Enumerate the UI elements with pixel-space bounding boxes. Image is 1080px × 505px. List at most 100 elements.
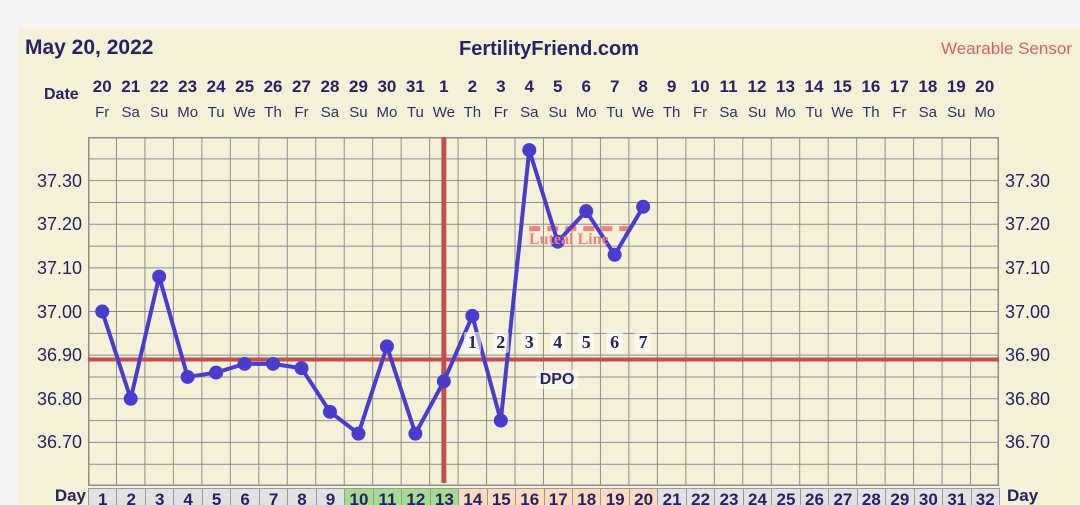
day-cell[interactable]: 10 bbox=[344, 488, 374, 505]
weekday-cell: Fr bbox=[294, 104, 309, 121]
y-tick-right: 37.30 bbox=[1005, 170, 1051, 191]
day-cell[interactable]: 31 bbox=[942, 488, 972, 505]
day-cell[interactable]: 18 bbox=[571, 488, 602, 505]
temp-point[interactable] bbox=[351, 426, 366, 441]
weekday-cell: Th bbox=[463, 104, 482, 121]
temp-point[interactable] bbox=[152, 269, 167, 284]
date-cell: 19 bbox=[946, 77, 966, 96]
date-cell: 1 bbox=[439, 77, 449, 96]
date-cell: 26 bbox=[263, 77, 283, 96]
date-cell: 28 bbox=[320, 77, 340, 96]
day-cell[interactable]: 30 bbox=[913, 488, 944, 505]
day-cell[interactable]: 25 bbox=[771, 488, 801, 505]
day-cell[interactable]: 32 bbox=[970, 488, 1000, 505]
temp-point[interactable] bbox=[579, 204, 594, 219]
date-cell: 23 bbox=[178, 77, 198, 96]
day-cell[interactable]: 12 bbox=[401, 488, 431, 505]
y-tick-right: 36.90 bbox=[1005, 345, 1051, 366]
day-cell[interactable]: 11 bbox=[372, 488, 403, 505]
weekday-cell: Su bbox=[149, 104, 169, 121]
temp-point[interactable] bbox=[550, 234, 565, 249]
date-cell: 30 bbox=[377, 77, 397, 96]
day-cell[interactable]: 2 bbox=[116, 488, 146, 505]
day-cell[interactable]: 24 bbox=[742, 488, 773, 505]
weekday-cell: Fr bbox=[692, 104, 708, 121]
temp-point[interactable] bbox=[522, 143, 537, 158]
date-cell: 20 bbox=[92, 77, 112, 96]
weekday-cell: We bbox=[432, 104, 455, 121]
temp-point[interactable] bbox=[636, 199, 651, 214]
day-cell[interactable]: 19 bbox=[600, 488, 630, 505]
temp-point[interactable] bbox=[607, 247, 622, 262]
temp-point[interactable] bbox=[237, 356, 252, 371]
day-cell[interactable]: 23 bbox=[714, 488, 744, 505]
day-cell[interactable]: 4 bbox=[173, 488, 203, 505]
date-cell: 20 bbox=[975, 77, 995, 96]
weekday-cell: Su bbox=[747, 104, 767, 121]
y-tick-left: 36.80 bbox=[36, 388, 82, 409]
plot-border bbox=[88, 137, 999, 486]
temp-point[interactable] bbox=[408, 426, 423, 441]
date-cell: 13 bbox=[776, 77, 795, 96]
y-tick-right: 37.10 bbox=[1005, 257, 1051, 278]
temp-point[interactable] bbox=[493, 413, 508, 428]
weekday-cell: We bbox=[233, 104, 256, 121]
site-title: FertilityFriend.com bbox=[458, 38, 640, 60]
day-cell[interactable]: 14 bbox=[458, 488, 488, 505]
day-cell[interactable]: 27 bbox=[828, 488, 858, 505]
date-cell: 29 bbox=[348, 77, 368, 96]
temp-point[interactable] bbox=[294, 361, 309, 376]
day-cell[interactable]: 20 bbox=[628, 488, 659, 505]
weekday-cell: Mo bbox=[775, 104, 796, 121]
day-cell[interactable]: 16 bbox=[515, 488, 545, 505]
temp-point[interactable] bbox=[123, 391, 138, 406]
day-cell[interactable]: 21 bbox=[657, 488, 687, 505]
day-cell[interactable]: 29 bbox=[885, 488, 915, 505]
day-cell[interactable]: 7 bbox=[258, 488, 289, 505]
day-cell[interactable]: 22 bbox=[685, 488, 716, 505]
temp-point[interactable] bbox=[465, 308, 480, 323]
day-axis-label-left: Day bbox=[54, 486, 86, 505]
day-cell[interactable]: 28 bbox=[856, 488, 887, 505]
dpo-number: 2 bbox=[492, 332, 510, 353]
day-cell[interactable]: 26 bbox=[799, 488, 830, 505]
weekday-cell: Tu bbox=[805, 104, 823, 121]
day-cell[interactable]: 9 bbox=[315, 488, 346, 505]
weekday-cell: Su bbox=[548, 104, 567, 121]
y-tick-right: 36.80 bbox=[1005, 388, 1051, 409]
day-cell[interactable]: 1 bbox=[88, 488, 118, 505]
temp-point[interactable] bbox=[436, 374, 451, 389]
date-cell: 27 bbox=[292, 77, 311, 96]
day-cell[interactable]: 3 bbox=[144, 488, 175, 505]
date-cell: 3 bbox=[496, 77, 506, 96]
date-axis-label: Date bbox=[44, 86, 79, 103]
date-cell: 15 bbox=[832, 77, 852, 96]
day-cell[interactable]: 13 bbox=[429, 488, 460, 505]
weekday-cell: Fr bbox=[493, 104, 508, 121]
temp-point[interactable] bbox=[322, 404, 337, 419]
weekday-cell: Tu bbox=[606, 104, 624, 121]
y-tick-right: 36.70 bbox=[1005, 432, 1051, 453]
date-cell: 22 bbox=[149, 77, 169, 96]
day-cell[interactable]: 15 bbox=[486, 488, 517, 505]
weekday-cell: Th bbox=[862, 104, 880, 121]
y-tick-left: 36.70 bbox=[36, 432, 82, 453]
dpo-number: 5 bbox=[577, 332, 595, 353]
day-cell[interactable]: 8 bbox=[287, 488, 317, 505]
temperature-chart bbox=[88, 137, 999, 486]
y-tick-left: 37.30 bbox=[36, 170, 82, 191]
temp-point[interactable] bbox=[266, 356, 281, 371]
day-cell[interactable]: 5 bbox=[201, 488, 232, 505]
day-cell[interactable]: 6 bbox=[230, 488, 260, 505]
date-cell: 7 bbox=[609, 77, 620, 96]
temp-point[interactable] bbox=[95, 304, 110, 319]
weekday-cell: Sa bbox=[918, 104, 937, 121]
y-tick-left: 37.00 bbox=[36, 301, 82, 322]
temp-point[interactable] bbox=[180, 369, 195, 384]
dpo-number: 6 bbox=[606, 332, 623, 353]
weekday-cell: Mo bbox=[974, 104, 996, 121]
day-cell[interactable]: 17 bbox=[543, 488, 573, 505]
temp-point[interactable] bbox=[379, 339, 394, 354]
weekday-cell: We bbox=[632, 104, 655, 121]
temp-point[interactable] bbox=[209, 365, 224, 380]
